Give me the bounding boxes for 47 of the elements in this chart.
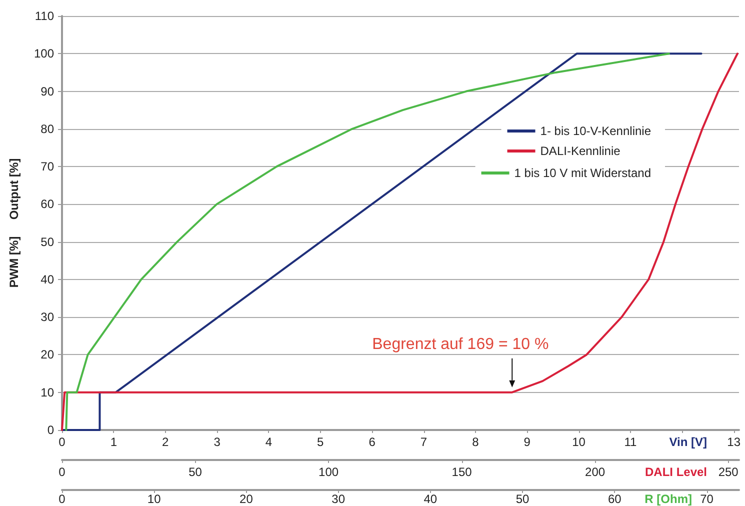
x-tick-label: 11	[624, 435, 638, 449]
x-tick-label: 60	[608, 492, 622, 506]
legend-label: 1 bis 10 V mit Widerstand	[514, 166, 652, 180]
y-tick-label: 70	[40, 160, 54, 174]
annotation: Begrenzt auf 169 = 10 %	[372, 336, 549, 353]
x2-axis-title: DALI Level	[644, 465, 707, 479]
y-tick-label: 60	[40, 197, 54, 212]
x-tick-label: 6	[368, 435, 376, 449]
y-tick-label: 30	[40, 310, 54, 324]
x2-tick-label: 250	[718, 465, 739, 479]
y-tick-label: 50	[40, 234, 54, 249]
x-tick-label: 2	[162, 435, 170, 449]
x-tick-label: 30	[332, 492, 346, 506]
x-tick-label: 3	[214, 435, 221, 449]
x-tick-label: 9	[524, 435, 531, 449]
x-tick-label: 70	[700, 492, 714, 506]
x2-tick-label: 150	[452, 465, 472, 479]
y-tick-label: 40	[40, 272, 54, 286]
legend-label: 1- bis 10-V-Kennlinie	[540, 124, 652, 138]
x-axis-title: Vin [V]	[669, 435, 708, 449]
x-tick-label: 40	[424, 492, 438, 506]
x-tick-label: 0	[58, 435, 66, 449]
x-tick-label: 4	[265, 435, 272, 449]
x-tick-label: 1	[110, 435, 118, 449]
x-tick-label: 10	[572, 435, 586, 449]
x-tick-label: 50	[516, 492, 530, 506]
y-tick-label: 10	[40, 385, 54, 400]
x-tick-label: 7	[420, 435, 428, 449]
x-tick-label: 20	[240, 492, 254, 506]
y-tick-label: 80	[40, 122, 54, 136]
x-tick-label: 13	[727, 435, 741, 449]
legend-label: DALI-Kennlinie	[540, 144, 621, 158]
x-tick-label: 10	[147, 492, 162, 506]
x2-tick-label: 100	[318, 465, 339, 479]
y-tick-label: 0	[47, 423, 54, 437]
y-tick-label: 100	[34, 46, 54, 61]
x2-tick-label: 0	[58, 465, 66, 479]
y-tick-label: 90	[40, 84, 54, 98]
y-axis-title: PWM [%] Output [%]	[7, 158, 21, 288]
x-tick-label: 5	[317, 435, 324, 449]
y-tick-label: 20	[40, 348, 54, 362]
x2-tick-label: 200	[585, 465, 606, 479]
y-tick-label: 110	[34, 9, 54, 23]
x-tick-label: 8	[472, 435, 480, 449]
x-tick-label: 0	[58, 492, 66, 506]
x-axis-title: R [Ohm]	[644, 492, 692, 506]
x2-tick-label: 50	[188, 465, 202, 479]
